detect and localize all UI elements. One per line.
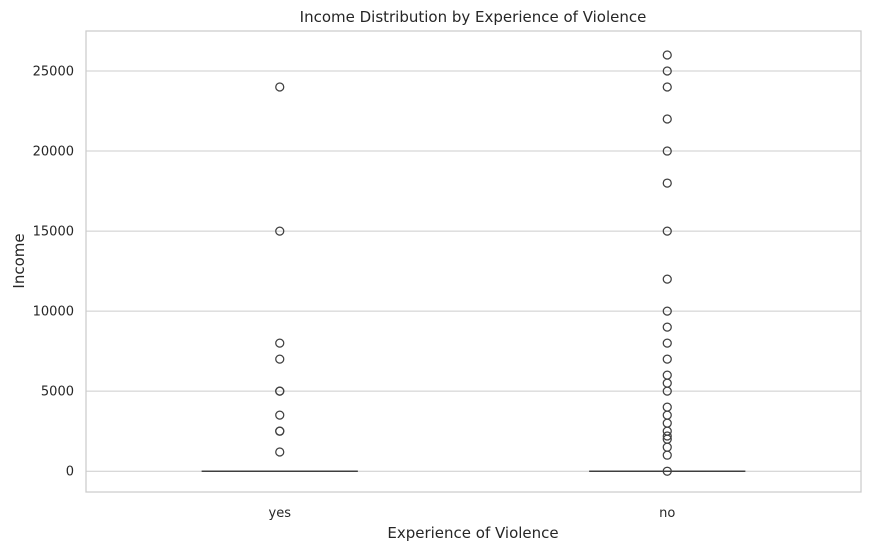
outlier-point (275, 447, 285, 457)
outlier-point (275, 226, 285, 236)
outlier-point (662, 306, 672, 316)
outlier-point (662, 418, 672, 428)
outlier-point (662, 178, 672, 188)
y-axis-title: Income (10, 233, 28, 288)
outlier-point (275, 354, 285, 364)
outlier-point (662, 338, 672, 348)
outlier-point (662, 442, 672, 452)
outlier-point (662, 322, 672, 332)
outlier-point (662, 410, 672, 420)
y-tick-labels: 0 5000 10000 15000 20000 25000 (33, 65, 74, 480)
outliers (275, 50, 672, 476)
y-tick-label: 5000 (41, 385, 74, 400)
y-tick-label: 10000 (33, 305, 74, 320)
outlier-point (662, 354, 672, 364)
outlier-point (662, 114, 672, 124)
y-tick-label: 15000 (33, 225, 74, 240)
grid-lines (86, 70, 861, 472)
chart-title: Income Distribution by Experience of Vio… (300, 8, 647, 26)
outlier-point (275, 410, 285, 420)
x-axis-title: Experience of Violence (387, 524, 558, 542)
outlier-point (275, 338, 285, 348)
plot-frame (85, 30, 862, 493)
x-tick-labels: yes no (269, 506, 676, 521)
outlier-point (275, 386, 285, 396)
outlier-point (662, 66, 672, 76)
y-tick-label: 20000 (33, 145, 74, 160)
x-tick-label: no (659, 506, 675, 521)
outlier-point (662, 146, 672, 156)
outlier-point (662, 466, 672, 476)
outlier-point (662, 370, 672, 380)
outlier-point (275, 426, 285, 436)
outlier-point (662, 50, 672, 60)
outlier-point (662, 402, 672, 412)
y-tick-label: 0 (66, 465, 74, 480)
outlier-point (662, 226, 672, 236)
outlier-point (275, 82, 285, 92)
outlier-point (662, 431, 672, 441)
outlier-point (662, 450, 672, 460)
outlier-point (662, 274, 672, 284)
outlier-point (662, 82, 672, 92)
outlier-point (662, 426, 672, 436)
y-tick-label: 25000 (33, 65, 74, 80)
outlier-point (662, 378, 672, 388)
x-tick-label: yes (269, 506, 292, 521)
